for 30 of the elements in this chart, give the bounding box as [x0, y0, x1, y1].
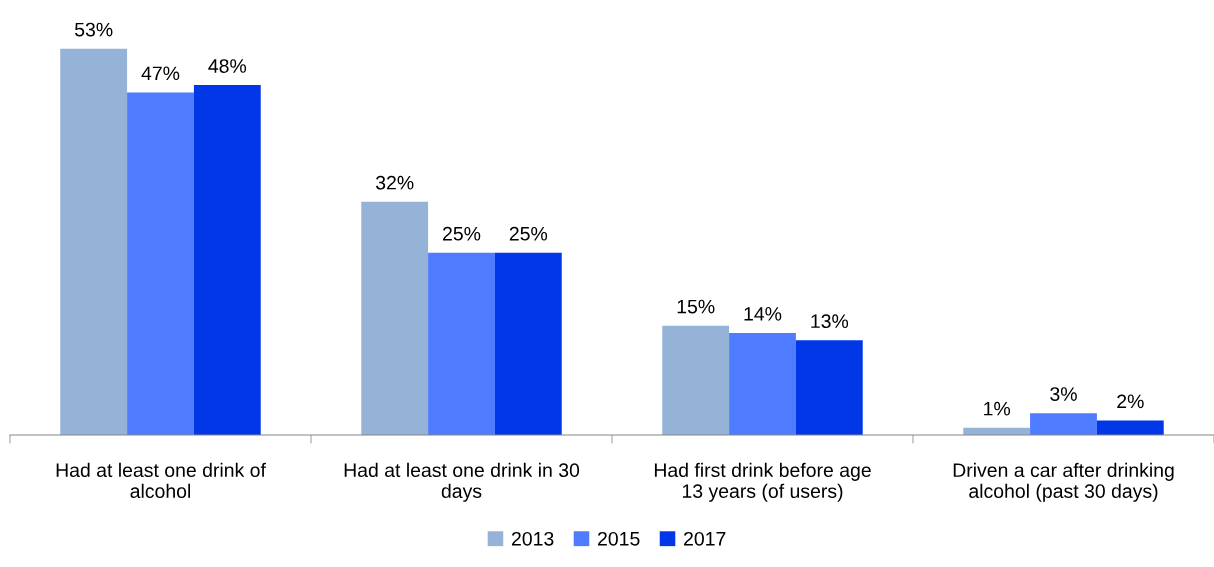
- data-label: 47%: [141, 66, 180, 81]
- bar: [494, 252, 562, 435]
- bar: [729, 332, 796, 435]
- data-label: 14%: [744, 307, 782, 321]
- bar: [662, 325, 730, 435]
- bar: [428, 252, 495, 435]
- data-label: 13%: [811, 314, 849, 329]
- data-label: 25%: [443, 226, 481, 241]
- data-label: 15%: [677, 299, 715, 314]
- bar: [795, 340, 863, 435]
- bar: [60, 48, 128, 435]
- bar: [193, 85, 261, 435]
- data-label: 53%: [75, 22, 113, 37]
- data-label: 3%: [1050, 387, 1077, 401]
- data-label: 25%: [509, 226, 548, 241]
- x-tick-label: Had at least one drink in 30 days: [344, 462, 580, 502]
- data-label: 48%: [208, 59, 247, 73]
- x-tick-label: Had first drink before age 13 years (of users): [654, 462, 871, 502]
- bar: [1030, 413, 1097, 435]
- data-label: 2%: [1117, 394, 1144, 409]
- bar: [1096, 420, 1164, 435]
- legend-label: 2015: [598, 531, 640, 546]
- bar: [127, 92, 194, 435]
- x-tick-label: Driven a car after drinking alcohol (past 30 days): [953, 462, 1174, 502]
- bar: [361, 201, 429, 435]
- data-label: 32%: [375, 175, 414, 190]
- x-tick-label: Had at least one drink of alcohol: [56, 462, 266, 498]
- legend-label: 2013: [511, 531, 554, 546]
- legend-label: 2017: [684, 531, 726, 546]
- data-label: 1%: [984, 401, 1011, 416]
